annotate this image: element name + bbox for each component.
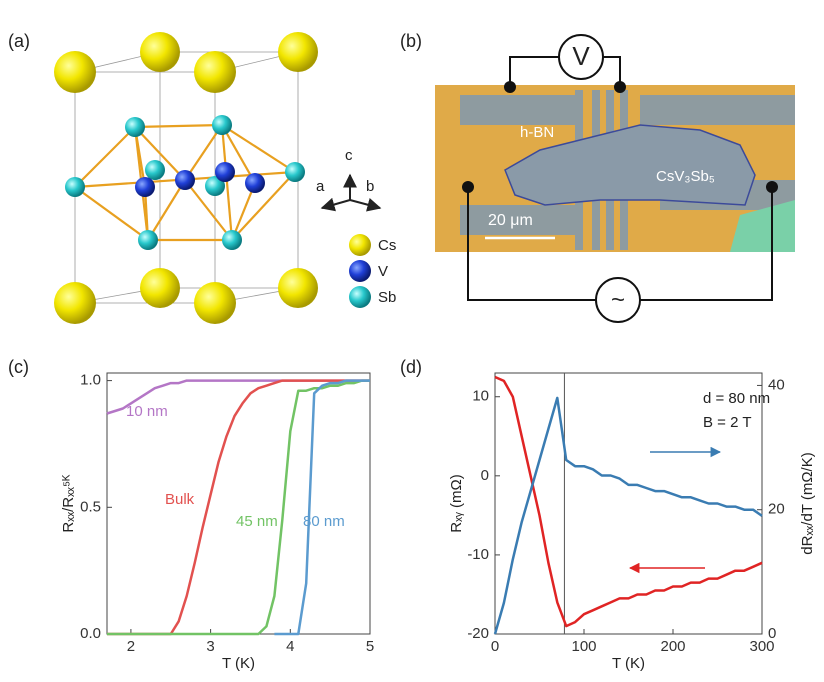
- data-line: [493, 396, 763, 635]
- atoms: [54, 32, 318, 324]
- residue: [730, 200, 795, 252]
- plot-frame: [494, 372, 763, 635]
- y2-tick-label: 40: [768, 376, 785, 393]
- annotation: B = 2 T: [703, 414, 752, 431]
- axis-label: b: [366, 178, 374, 195]
- y2-axis-label: dRₓₓ/dT (mΩ/K): [799, 452, 816, 554]
- crystal-structure: c a b Cs V Sb: [54, 32, 396, 324]
- charts: 2 3 4 5 0.0 0.5 1.0 10 nm Bulk 45 nm 80 nm T (K) Rₓₓ…: [60, 372, 816, 672]
- y-axis-label: Rₓᵧ (mΩ): [448, 474, 465, 532]
- x-axis-label: T (K): [222, 655, 255, 672]
- y-tick-label: -10: [467, 546, 489, 563]
- series-label: 10 nm: [126, 403, 168, 420]
- legend-label: Cs: [378, 237, 396, 254]
- x-axis-label: T (K): [612, 655, 645, 672]
- annotation: d = 80 nm: [703, 390, 770, 407]
- x-tick-label: 300: [749, 638, 774, 655]
- y-tick-label: 10: [472, 388, 489, 405]
- contacts: [462, 81, 778, 193]
- legend-label: V: [378, 263, 388, 280]
- series-label: Bulk: [165, 491, 195, 508]
- y-tick-label: -20: [467, 625, 489, 642]
- x-tick-label: 2: [127, 638, 135, 655]
- panel-labels: (a) (b) (c) (d): [8, 31, 422, 377]
- y-tick-label: 1.0: [80, 372, 101, 389]
- data-line: [107, 379, 370, 636]
- legend-label: Sb: [378, 289, 396, 306]
- x-tick-label: 200: [660, 638, 685, 655]
- x-tick-label: 3: [206, 638, 214, 655]
- flake-label: CsV₃Sb₅: [656, 168, 715, 185]
- flake-label: h-BN: [520, 124, 554, 141]
- circuit: [467, 34, 773, 323]
- panel-label: (a): [8, 31, 30, 51]
- series-label: 80 nm: [303, 513, 345, 530]
- data-line: [274, 379, 370, 636]
- legend-swatch: [349, 260, 371, 282]
- y-axis-label: Rₓₓ/Rₓₓ⁵ᴷ: [60, 474, 77, 533]
- axis-label: a: [316, 178, 325, 195]
- panel-label: (c): [8, 357, 29, 377]
- scale-label: 20 μm: [488, 212, 533, 229]
- series-label: 45 nm: [236, 513, 278, 530]
- y-tick-label: 0.5: [80, 498, 101, 515]
- device: h-BN CsV₃Sb₅ 20 μm V ~: [435, 34, 795, 323]
- y-tick-label: 0: [481, 467, 489, 484]
- x-tick-label: 5: [366, 638, 374, 655]
- axis-label: c: [345, 147, 353, 164]
- meter-symbol: V: [572, 41, 590, 71]
- y2-tick-label: 20: [768, 501, 785, 518]
- legend-swatch: [349, 234, 371, 256]
- axes-triad: [320, 173, 382, 212]
- x-tick-label: 0: [491, 638, 499, 655]
- panel-label: (d): [400, 357, 422, 377]
- panel-label: (b): [400, 31, 422, 51]
- y-tick-label: 0.0: [80, 625, 101, 642]
- x-tick-label: 4: [286, 638, 294, 655]
- flake: [504, 124, 756, 206]
- source-symbol: ~: [611, 286, 625, 313]
- data-line: [494, 375, 763, 628]
- y2-tick-label: 0: [768, 625, 776, 642]
- legend-swatch: [349, 286, 371, 308]
- x-tick-label: 100: [571, 638, 596, 655]
